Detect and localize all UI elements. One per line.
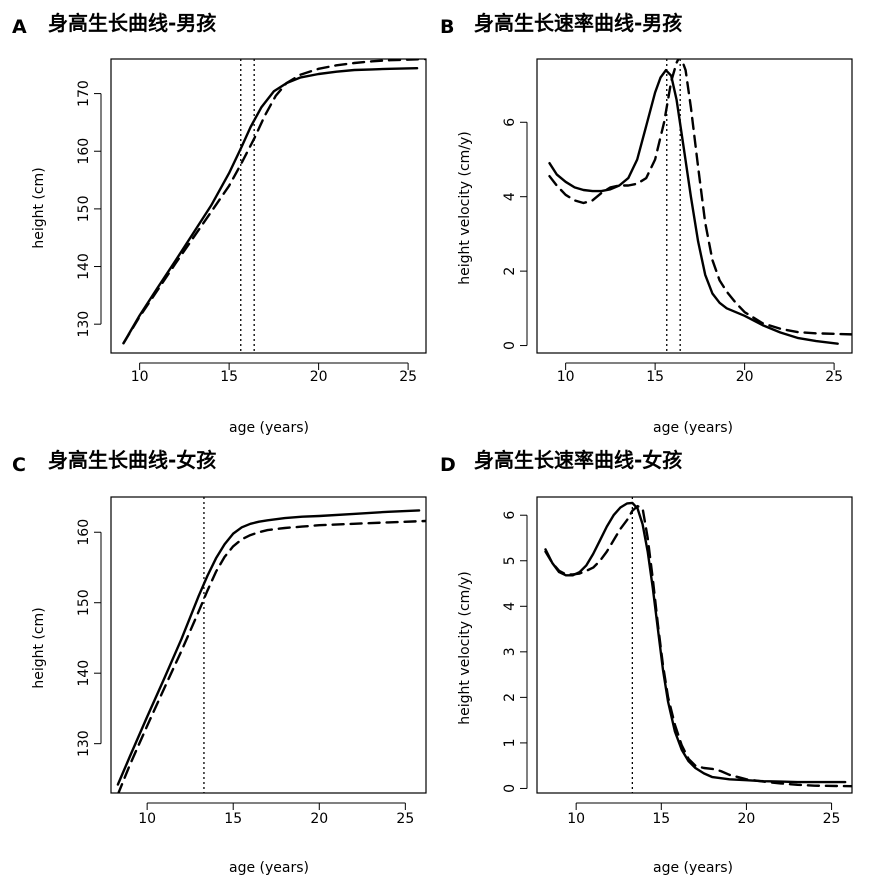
y-tick-label: 6 [502,118,518,127]
x-tick-label: 10 [557,369,575,385]
panel-title: 身高生长曲线-男孩 [48,11,216,35]
panel-letter: C [12,454,26,476]
x-tick-label: 25 [825,369,843,385]
panel-d: D 身高生长速率曲线-女孩 age (years) height velocit… [440,448,853,876]
y-tick-label: 170 [76,80,92,107]
y-tick-label: 160 [76,519,92,546]
y-tick-label: 5 [502,556,518,565]
y-tick-label: 140 [76,253,92,280]
y-tick-label: 160 [76,138,92,165]
panel-letter: A [12,16,27,38]
y-tick-label: 3 [502,647,518,656]
y-tick-label: 0 [502,341,518,350]
y-tick-label: 130 [76,311,92,338]
y-axis-title: height velocity (cm/y) [457,571,473,725]
x-axis-title: age (years) [229,860,309,876]
x-tick-label: 20 [310,369,328,385]
panel-letter: B [440,16,454,38]
y-tick-label: 1 [502,738,518,747]
series-dashed-line [117,519,426,793]
y-axis-title: height (cm) [31,167,47,248]
series-dashed-line [544,504,852,788]
plot-frame [536,58,853,354]
y-tick-label: 150 [76,589,92,616]
y-axis-title: height (cm) [31,607,47,688]
x-tick-label: 10 [131,369,149,385]
series-dashed-line [548,59,852,336]
panel-title: 身高生长速率曲线-男孩 [474,11,682,35]
x-tick-label: 15 [220,369,238,385]
x-tick-label: 25 [399,369,417,385]
plot-area: 10 15 20 25 130 140 150 160 170 [76,58,427,385]
x-axis-title: age (years) [229,420,309,436]
y-tick-label: 6 [502,511,518,520]
panel-c: C 身高生长曲线-女孩 age (years) height (cm) 10 15… [12,448,427,876]
x-tick-label: 10 [138,811,156,827]
y-tick-label: 0 [502,784,518,793]
x-tick-label: 25 [823,811,841,827]
y-axis-title: height velocity (cm/y) [457,131,473,285]
y-tick-label: 2 [502,693,518,702]
x-axis-title: age (years) [653,420,733,436]
plot-area: 10 15 20 25 0 2 4 6 [502,58,853,385]
panel-letter: D [440,454,456,476]
x-tick-label: 20 [310,811,328,827]
y-tick-label: 150 [76,196,92,223]
x-tick-label: 15 [646,369,664,385]
panel-a: A 身高生长曲线-男孩 age (years) height (cm) 10 15… [12,11,427,436]
y-tick-label: 4 [502,602,518,611]
y-tick-label: 2 [502,267,518,276]
x-tick-label: 10 [567,811,585,827]
plot-area: 10 15 20 25 0 1 2 3 4 5 6 [502,496,853,827]
panel-title: 身高生长速率曲线-女孩 [474,448,682,472]
plot-frame [110,496,427,794]
x-tick-label: 25 [396,811,414,827]
y-tick-label: 130 [76,730,92,757]
x-tick-label: 15 [224,811,242,827]
x-tick-label: 15 [652,811,670,827]
x-axis-title: age (years) [653,860,733,876]
series-solid-line [548,68,839,345]
plot-frame [110,58,427,354]
y-tick-label: 140 [76,660,92,687]
series-solid-line [544,501,847,784]
y-tick-label: 4 [502,192,518,201]
x-tick-label: 20 [736,369,754,385]
x-tick-label: 20 [738,811,756,827]
plot-frame [536,496,853,794]
plot-area: 10 15 20 25 130 140 150 160 [76,496,427,827]
panel-b: B 身高生长速率曲线-男孩 age (years) height velocit… [440,11,853,436]
series-solid-line [122,66,419,345]
series-dashed-line [122,59,426,345]
series-solid-line [116,509,421,786]
panel-title: 身高生长曲线-女孩 [48,448,216,472]
